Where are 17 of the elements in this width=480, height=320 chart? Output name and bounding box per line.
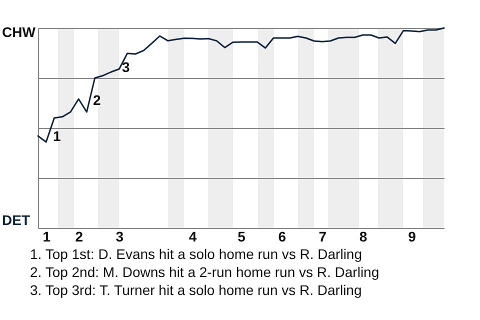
text: 3. Top 3rd: T. Turner hit a solo home run vs R. Darling	[30, 281, 363, 299]
annotation: 2	[93, 92, 101, 108]
annotation: 1	[53, 128, 61, 144]
x-tick-label: 5	[238, 228, 246, 244]
text: 1. Top 1st: D. Evans hit a solo home run vs R. Darling	[30, 245, 364, 263]
x-tick-label: 4	[188, 228, 197, 244]
x-tick-label: 1	[42, 228, 51, 244]
annotation: 3	[122, 59, 130, 75]
x-tick-label: 6	[278, 228, 286, 244]
x-tick-label: 9	[408, 228, 416, 244]
x-tick-label: 3	[116, 228, 124, 244]
x-tick-label: 2	[75, 228, 84, 244]
x-tick-label: 7	[318, 228, 327, 244]
text: DET	[2, 212, 30, 228]
text: 2. Top 2nd: M. Downs hit a 2-run home run vs R. Darling	[30, 263, 380, 281]
x-tick-label: 8	[359, 228, 368, 244]
text: CHW	[2, 24, 36, 40]
